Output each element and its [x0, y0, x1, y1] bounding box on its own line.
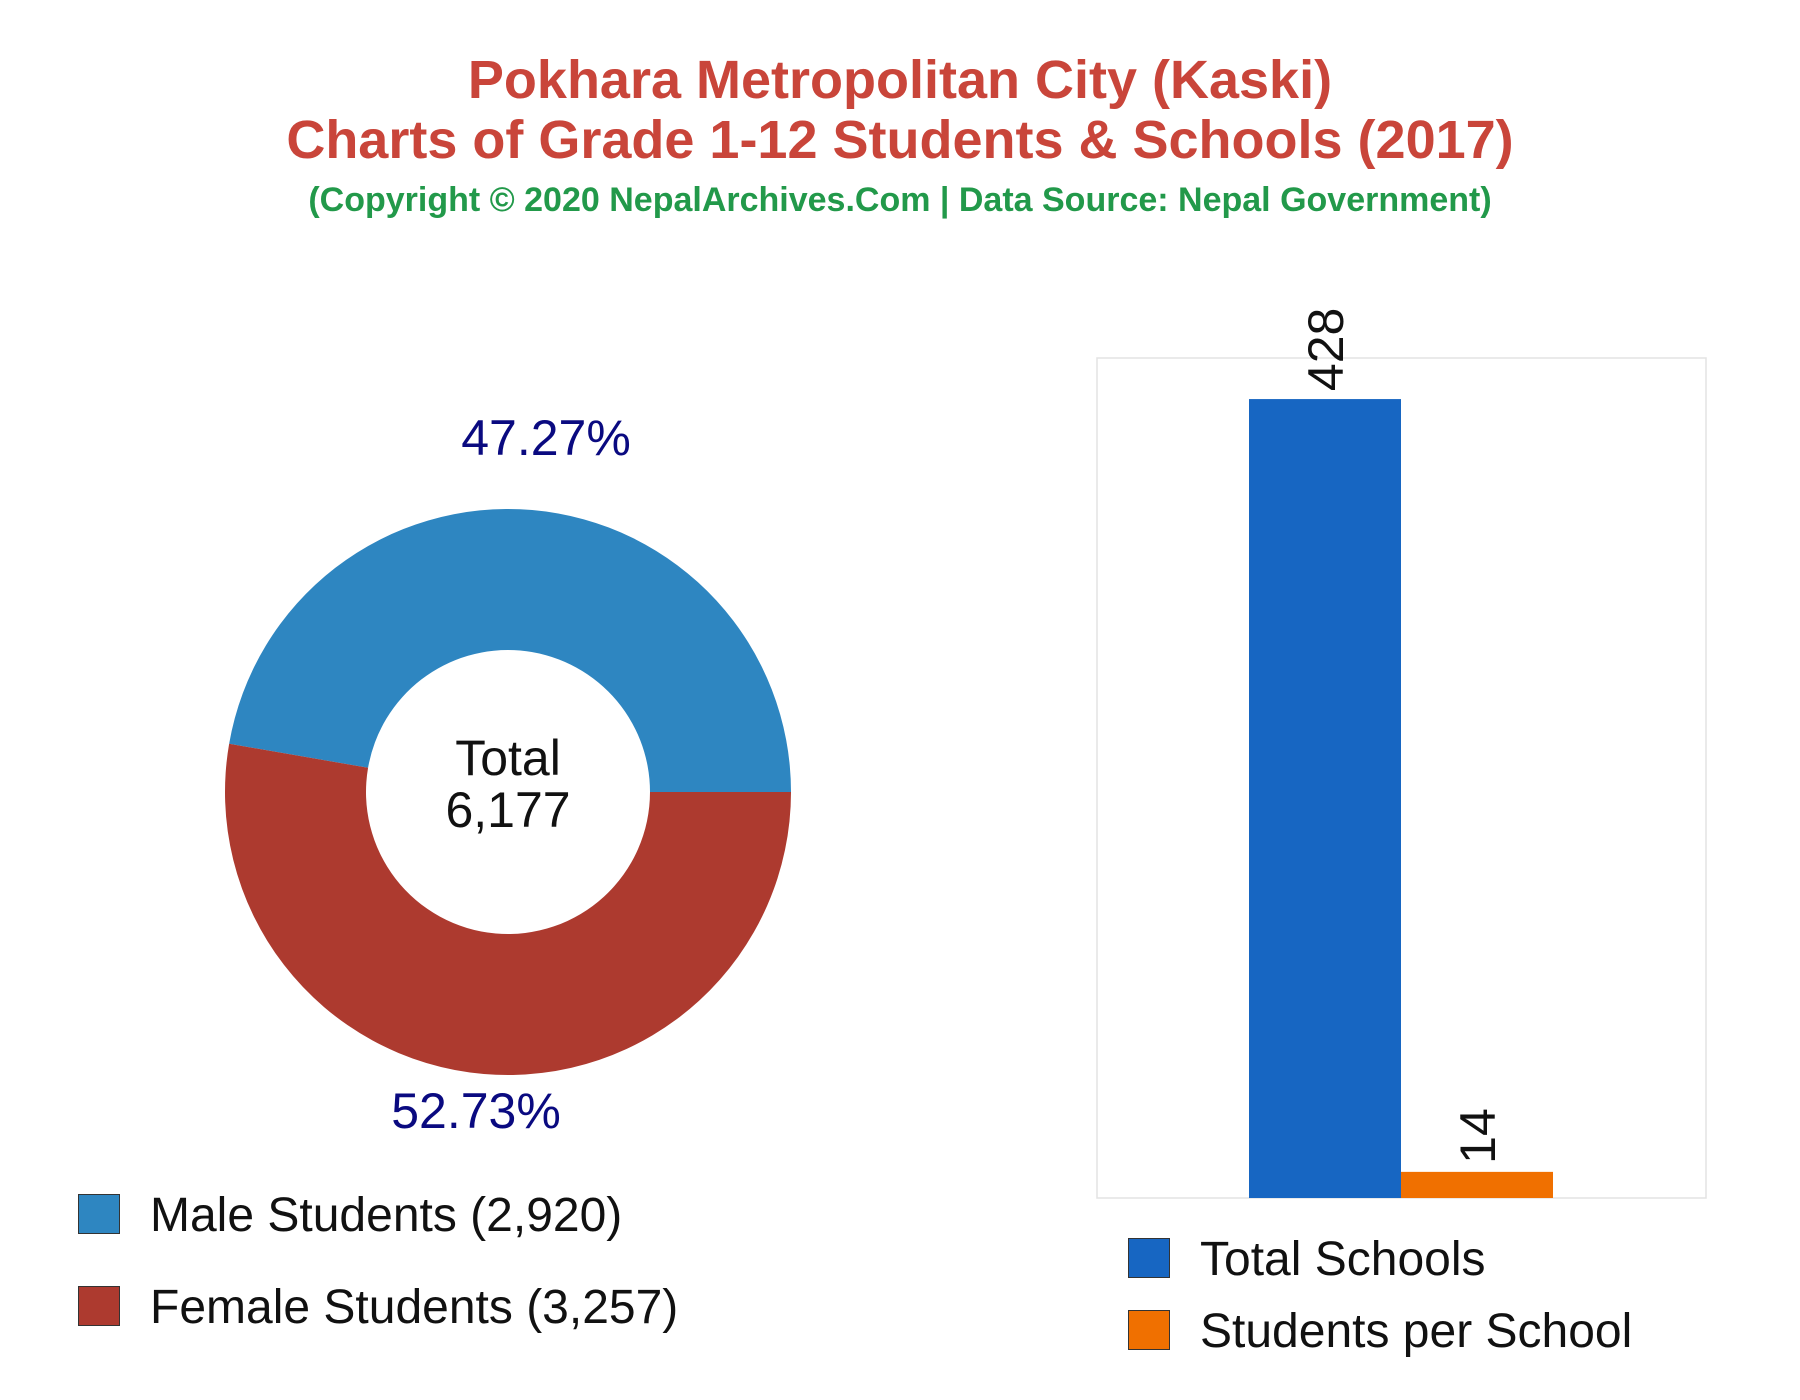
- bar-value-label-total-schools: 428: [1298, 308, 1354, 391]
- donut-percent-label-female: 52.73%: [391, 1083, 561, 1139]
- donut-percent-label-male: 47.27%: [461, 410, 631, 466]
- legend-label-students-per-school: Students per School: [1200, 1305, 1633, 1358]
- bar-students-per-school: [1401, 1171, 1553, 1198]
- legend-swatch-total-schools: [1128, 1238, 1170, 1278]
- bar-plot-frame: [1096, 357, 1707, 1199]
- donut-center-label: Total: [455, 730, 561, 786]
- bar-total-schools: [1249, 399, 1401, 1199]
- bar-value-label-students-per-school: 14: [1450, 1108, 1506, 1164]
- legend-swatch-female: [78, 1286, 120, 1326]
- chart-title-line2: Charts of Grade 1-12 Students & Schools …: [286, 110, 1514, 170]
- donut-slice-male: [229, 509, 791, 792]
- legend-label-male: Male Students (2,920): [150, 1189, 623, 1242]
- header: Pokhara Metropolitan City (Kaski) Charts…: [0, 50, 1800, 220]
- legend-swatch-students-per-school: [1128, 1310, 1170, 1350]
- donut-center-total: 6,177: [445, 782, 570, 838]
- donut-slice-female: [224, 743, 791, 1076]
- chart-title-line1: Pokhara Metropolitan City (Kaski): [467, 50, 1333, 110]
- legend-label-total-schools: Total Schools: [1200, 1233, 1486, 1286]
- chart-subtitle: (Copyright © 2020 NepalArchives.Com | Da…: [308, 181, 1492, 219]
- legend-label-female: Female Students (3,257): [150, 1281, 679, 1334]
- legend-swatch-male: [78, 1194, 120, 1234]
